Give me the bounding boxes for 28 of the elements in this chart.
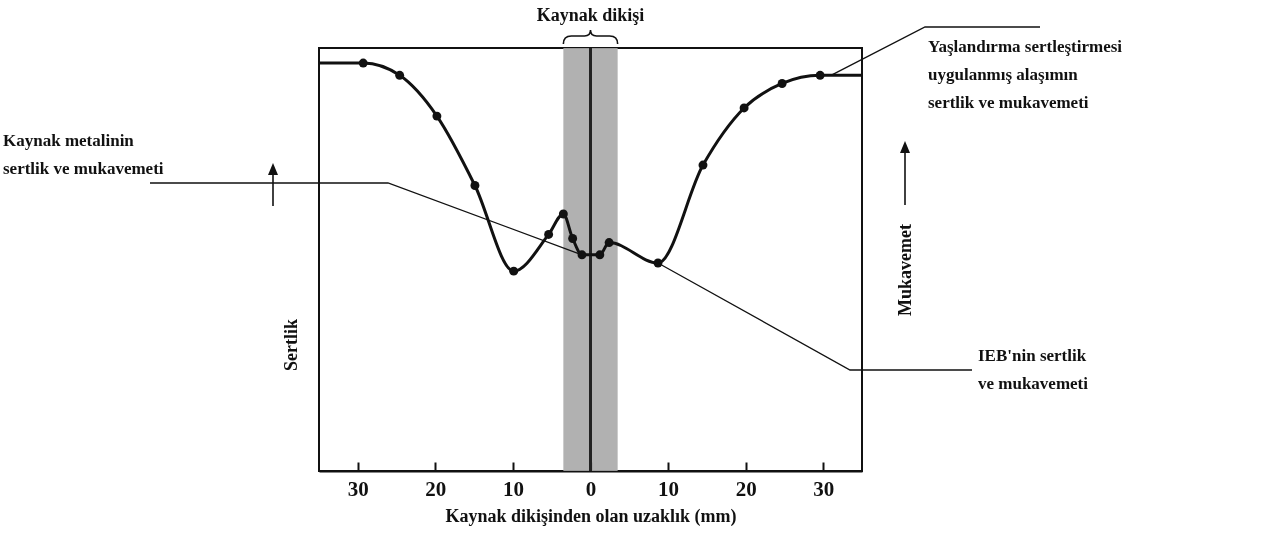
point: [739, 103, 749, 113]
annotation: Kaynak metalinin sertlik ve mukavemeti: [3, 131, 164, 178]
band-label: Kaynak dikişi: [536, 5, 645, 25]
x-tick-label: 0: [585, 476, 597, 501]
x-tick-label: 20: [735, 476, 757, 501]
x-tick-label: 10: [502, 476, 524, 501]
point: [358, 58, 368, 68]
y2-axis-title: Mukavemet: [895, 224, 915, 316]
x-tick-label: 30: [813, 476, 835, 501]
point: [604, 238, 614, 248]
point: [432, 111, 442, 121]
point: [595, 250, 605, 260]
point: [470, 181, 480, 190]
point: [568, 234, 578, 243]
point: [815, 70, 825, 80]
x-axis-title: Kaynak dikişinden olan uzaklık (mm): [445, 505, 737, 527]
point: [395, 70, 405, 80]
x-tick-label: 20: [425, 476, 447, 501]
x-tick-label: 10: [658, 476, 680, 501]
point: [509, 266, 519, 276]
y-axis-title: Sertlik: [281, 319, 301, 371]
point: [777, 79, 787, 88]
point: [544, 229, 554, 239]
x-tick-label: 30: [347, 476, 369, 501]
point: [558, 209, 568, 219]
annotation: Yaşlandırma sertleştirmesi uygulanmış alaşımın sertlik ve mukavemeti: [928, 37, 1123, 112]
annotation: IEB'nin sertlik ve mukavemeti: [978, 346, 1089, 393]
point: [698, 160, 708, 170]
